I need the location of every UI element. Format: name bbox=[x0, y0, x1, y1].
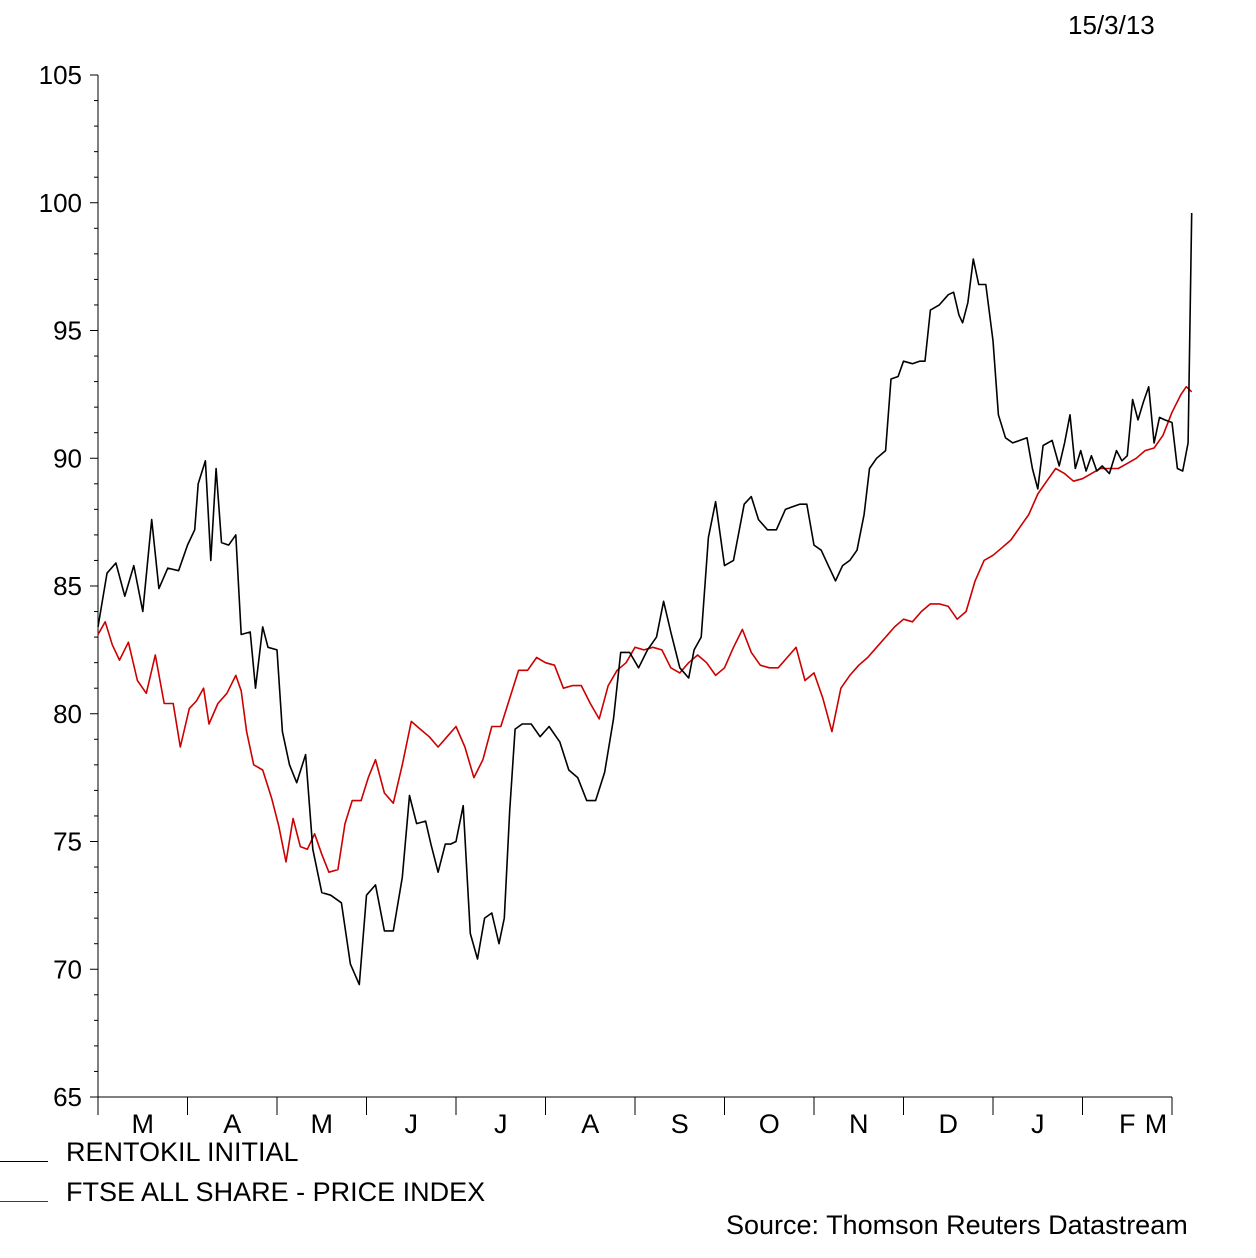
y-axis-ticks: 105 100 95 90 85 80 75 70 65 bbox=[39, 60, 98, 1112]
date-label: 15/3/13 bbox=[1068, 10, 1155, 40]
x-tick-label: A bbox=[581, 1109, 599, 1139]
x-tick-label: A bbox=[223, 1109, 241, 1139]
legend-swatch-ftse bbox=[0, 1201, 48, 1202]
series-line-rentokil bbox=[97, 212, 1193, 986]
x-tick-label: M bbox=[311, 1109, 334, 1139]
y-tick-label: 90 bbox=[53, 443, 82, 473]
legend-swatch-rentokil bbox=[0, 1161, 48, 1162]
series-line-ftse bbox=[97, 385, 1193, 873]
y-tick-label: 80 bbox=[53, 699, 82, 729]
legend-label-rentokil: RENTOKIL INITIAL bbox=[66, 1137, 299, 1167]
x-tick-label: D bbox=[939, 1109, 959, 1139]
x-tick-label: M bbox=[1145, 1109, 1168, 1139]
x-tick-label: N bbox=[849, 1109, 869, 1139]
x-tick-label: F bbox=[1119, 1109, 1136, 1139]
x-tick-label: S bbox=[671, 1109, 689, 1139]
series-layer bbox=[97, 212, 1193, 986]
x-tick-label: J bbox=[1031, 1109, 1045, 1139]
y-tick-label: 95 bbox=[53, 316, 82, 346]
x-tick-label: J bbox=[405, 1109, 419, 1139]
y-tick-label: 75 bbox=[53, 827, 82, 857]
x-tick-label: J bbox=[494, 1109, 508, 1139]
y-tick-label: 65 bbox=[53, 1082, 82, 1112]
y-tick-label: 85 bbox=[53, 571, 82, 601]
legend-label-ftse: FTSE ALL SHARE - PRICE INDEX bbox=[66, 1177, 486, 1207]
x-tick-label: M bbox=[132, 1109, 155, 1139]
y-tick-label: 100 bbox=[39, 188, 82, 218]
y-tick-label: 70 bbox=[53, 954, 82, 984]
source-note: Source: Thomson Reuters Datastream bbox=[726, 1210, 1188, 1240]
y-tick-label: 105 bbox=[39, 60, 82, 90]
x-tick-label: O bbox=[759, 1109, 780, 1139]
